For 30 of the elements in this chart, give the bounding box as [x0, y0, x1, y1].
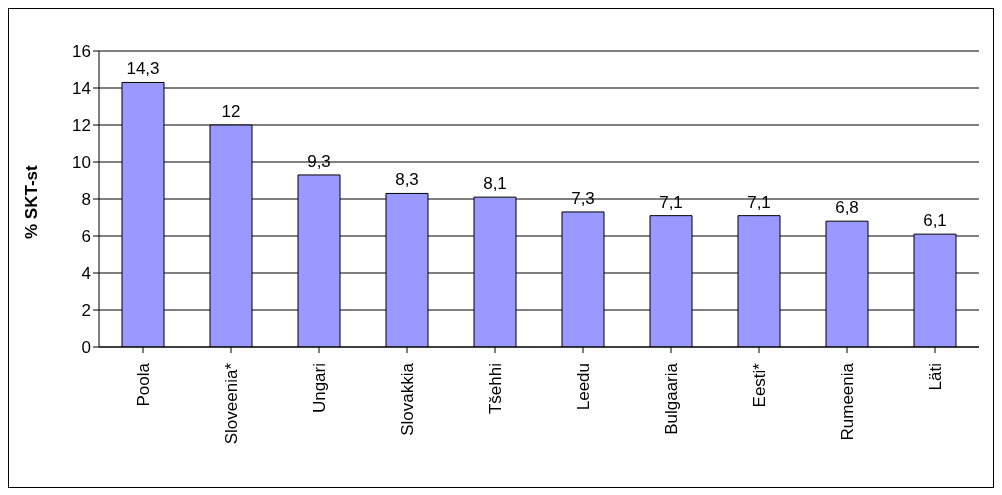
y-tick-label: 14: [72, 79, 91, 99]
data-label: 14,3: [126, 59, 160, 79]
x-tick-label: Slovakkia: [397, 362, 417, 436]
x-tick-label: Rumeenia: [837, 362, 857, 441]
y-tick-label: 16: [72, 42, 91, 62]
y-tick-label: 10: [72, 153, 91, 173]
y-tick-label: 2: [81, 301, 91, 321]
y-tick-label: 8: [81, 190, 91, 210]
x-tick-label: Poola: [133, 362, 153, 407]
y-axis-title: % SKT-st: [22, 164, 42, 239]
data-label: 7,3: [571, 188, 595, 208]
data-label: 12: [221, 102, 241, 121]
data-label: 8,1: [483, 174, 507, 194]
data-label: 7,1: [659, 192, 683, 212]
data-label: 6,1: [923, 211, 947, 231]
y-tick-label: 12: [72, 116, 91, 136]
data-label: 8,3: [395, 170, 419, 190]
x-tick-label: Tšehhi: [485, 363, 505, 415]
y-tick-label: 6: [81, 227, 91, 247]
data-label: 9,3: [307, 151, 331, 171]
x-tick-label: Ungari: [309, 363, 329, 414]
x-tick-label: Eesti*: [749, 362, 769, 408]
data-label: 6,8: [835, 198, 859, 218]
y-tick-label: 4: [81, 264, 91, 284]
x-tick-label: Sloveenia*: [221, 362, 241, 445]
x-tick-label: Bulgaaria: [661, 362, 681, 435]
x-tick-label: Leedu: [573, 363, 593, 411]
x-tick-label: Läti: [925, 363, 945, 391]
y-tick-label: 0: [81, 338, 91, 358]
data-label: 7,1: [747, 192, 771, 212]
